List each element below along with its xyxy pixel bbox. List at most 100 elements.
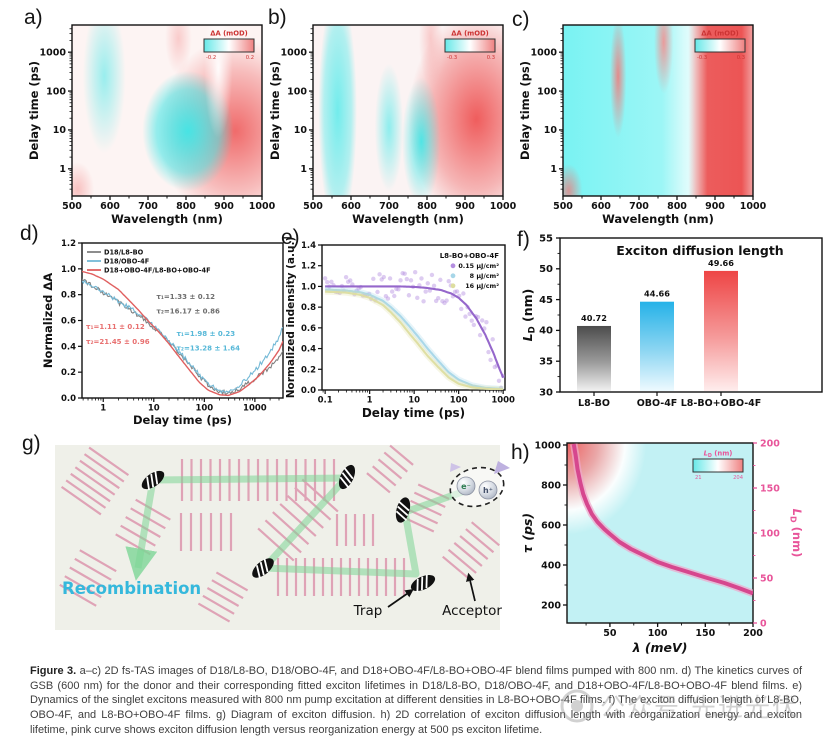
svg-text:LD (nm): LD (nm) (789, 509, 804, 558)
svg-text:λ (meV): λ (meV) (632, 640, 688, 655)
svg-text:Delay time (ps): Delay time (ps) (27, 61, 41, 160)
svg-text:L8-BO+OBO-4F: L8-BO+OBO-4F (681, 398, 762, 409)
svg-text:1000: 1000 (490, 201, 517, 212)
f-bar-2 (704, 270, 738, 391)
trap-site-icon (410, 574, 436, 593)
svg-text:49.66: 49.66 (708, 258, 734, 268)
svg-text:0.0: 0.0 (301, 386, 316, 396)
svg-text:200: 200 (743, 628, 763, 639)
svg-text:0.0: 0.0 (61, 394, 76, 404)
svg-text:Recombination: Recombination (62, 579, 201, 598)
photon-arrow-icon (494, 461, 510, 474)
svg-text:D18/OBO-4F: D18/OBO-4F (104, 257, 149, 265)
svg-text:0.8: 0.8 (61, 291, 76, 301)
f-bar-0 (577, 325, 611, 391)
svg-text:1.0: 1.0 (61, 265, 76, 275)
svg-text:30: 30 (539, 387, 553, 398)
svg-text:1000: 1000 (491, 396, 515, 406)
svg-text:45: 45 (539, 295, 553, 306)
svg-text:1000: 1000 (535, 440, 562, 451)
photon-arrow-icon (450, 463, 461, 472)
svg-text:900: 900 (455, 201, 475, 212)
svg-text:1: 1 (100, 404, 106, 414)
svg-text:1: 1 (550, 164, 557, 175)
svg-text:150: 150 (695, 628, 715, 639)
svg-text:Wavelength (nm): Wavelength (nm) (111, 212, 223, 226)
svg-text:1000: 1000 (281, 47, 308, 58)
svg-text:1: 1 (367, 396, 373, 406)
heatmap-c-surface (563, 25, 753, 196)
svg-text:Wavelength (nm): Wavelength (nm) (602, 212, 714, 226)
svg-text:800: 800 (417, 201, 437, 212)
svg-text:Delay time (ps): Delay time (ps) (362, 406, 465, 420)
svg-text:Normalized indensity (a.u.): Normalized indensity (a.u.) (285, 237, 297, 399)
svg-text:1000: 1000 (740, 201, 767, 212)
svg-text:700: 700 (379, 201, 399, 212)
svg-text:40: 40 (539, 326, 553, 337)
svg-text:800: 800 (667, 201, 687, 212)
svg-text:h⁺: h⁺ (483, 486, 493, 495)
svg-text:1000: 1000 (40, 47, 67, 58)
svg-text:τ₂=16.17 ± 0.86: τ₂=16.17 ± 0.86 (156, 308, 220, 316)
svg-text:600: 600 (341, 201, 361, 212)
acceptor-domain-hatch (257, 478, 339, 562)
trap-site-icon (395, 497, 411, 523)
caption-label: Figure 3. (30, 665, 77, 677)
svg-text:Acceptor: Acceptor (442, 603, 502, 619)
svg-text:50: 50 (760, 573, 774, 584)
svg-text:LD (nm): LD (nm) (704, 450, 733, 460)
svg-text:0.8: 0.8 (301, 303, 316, 313)
svg-text:0.2: 0.2 (61, 368, 76, 378)
panel-g-diagram: e⁻ h⁺ Recombination Trap Acceptor (55, 444, 510, 630)
svg-text:D18/L8-BO: D18/L8-BO (104, 248, 144, 256)
svg-text:500: 500 (553, 201, 573, 212)
panel-a-plot: 500 600 700 800 900 1000 1 10 100 1000 Wavelength … (27, 24, 276, 226)
panel-e-plot: 0.0 0.2 0.4 0.6 0.8 1.0 1.2 1.4 0.1 1 10 100 1000 Del… (285, 237, 515, 420)
svg-text:Delay time (ps): Delay time (ps) (518, 61, 532, 160)
svg-text:150: 150 (760, 483, 780, 494)
e-series-2 (325, 290, 504, 390)
panel-letter-d: d) (20, 222, 39, 245)
trap-site-icon (338, 464, 356, 490)
f-bar-1 (640, 301, 674, 391)
acceptor-domain-hatch (197, 571, 249, 623)
svg-text:L8-BO: L8-BO (578, 398, 610, 409)
svg-text:500: 500 (303, 201, 323, 212)
d-series-1 (82, 279, 283, 394)
svg-text:900: 900 (705, 201, 725, 212)
svg-text:τ₁=1.98 ± 0.23: τ₁=1.98 ± 0.23 (176, 330, 235, 338)
acceptor-domain-hatch (60, 446, 130, 516)
svg-text:500: 500 (62, 201, 82, 212)
svg-text:1000: 1000 (531, 47, 558, 58)
svg-text:0.6: 0.6 (61, 317, 76, 327)
svg-text:100: 100 (46, 86, 66, 97)
svg-text:Delay time (ps): Delay time (ps) (133, 413, 232, 427)
acceptor-domain-hatch (366, 444, 414, 494)
acceptor-domain-hatch (179, 513, 233, 551)
panel-letter-a: a) (24, 6, 43, 29)
svg-text:0.4: 0.4 (61, 342, 76, 352)
svg-text:-0.3: -0.3 (697, 55, 707, 61)
svg-text:50: 50 (603, 628, 617, 639)
svg-text:1.2: 1.2 (61, 239, 76, 249)
svg-text:1.2: 1.2 (301, 262, 316, 272)
svg-text:0.2: 0.2 (246, 55, 254, 61)
svg-text:50: 50 (539, 264, 553, 275)
svg-text:Wavelength (nm): Wavelength (nm) (352, 212, 464, 226)
svg-text:400: 400 (541, 560, 561, 571)
svg-text:21: 21 (695, 475, 702, 481)
electron-icon (456, 476, 476, 496)
d-series-2 (82, 270, 283, 397)
svg-text:200: 200 (541, 600, 561, 611)
svg-text:-0.2: -0.2 (206, 55, 216, 61)
svg-text:800: 800 (541, 480, 561, 491)
svg-text:10: 10 (53, 125, 67, 136)
svg-text:100: 100 (287, 86, 307, 97)
svg-text:τ₁=1.11 ± 0.12: τ₁=1.11 ± 0.12 (86, 323, 145, 331)
acceptor-domain-hatch (335, 514, 375, 546)
panel-letter-b: b) (268, 6, 287, 29)
svg-text:e⁻: e⁻ (461, 482, 471, 491)
svg-text:100: 100 (195, 404, 213, 414)
